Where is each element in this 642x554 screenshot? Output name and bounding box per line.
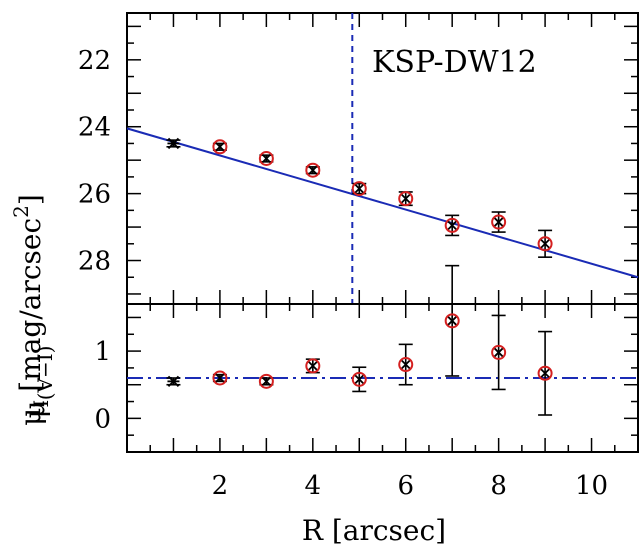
bottom-ylabel-symbol: μ <box>18 400 51 418</box>
data-point <box>351 181 367 197</box>
x-tick-label: 2 <box>212 471 229 501</box>
data-point <box>491 211 507 233</box>
y-tick-label: 0 <box>94 404 111 434</box>
x-tick-label: 10 <box>575 471 608 501</box>
x-axis-label: R [arcsec] <box>302 514 446 547</box>
galaxy-name-annotation: KSP-DW12 <box>372 45 537 80</box>
y-tick-label: 1 <box>94 337 111 367</box>
x-marker <box>446 219 458 232</box>
x-marker <box>353 373 365 385</box>
bottom-y-axis-label: μ(V−I) <box>18 346 57 419</box>
circle-marker <box>444 313 460 329</box>
circle-marker <box>258 373 274 389</box>
x-marker <box>539 238 551 250</box>
circle-marker <box>398 191 414 207</box>
x-marker <box>446 315 458 327</box>
x-tick-label: 6 <box>397 471 414 501</box>
circle-marker <box>212 139 228 155</box>
data-point <box>305 162 321 178</box>
data-point <box>351 366 367 393</box>
circle-marker <box>351 371 367 387</box>
y-tick-label: 28 <box>78 247 111 277</box>
circle-marker <box>258 151 274 166</box>
data-point <box>491 314 507 391</box>
circle-marker <box>491 214 507 230</box>
x-tick-label: 8 <box>490 471 507 501</box>
circle-marker <box>305 162 321 178</box>
circle-marker <box>444 217 460 233</box>
data-point <box>258 151 274 166</box>
x-marker <box>214 372 226 384</box>
circle-marker <box>351 181 367 197</box>
top-ylabel-units-end: ] <box>14 194 47 205</box>
data-point <box>398 343 414 386</box>
top-ylabel-units-sup: 2 <box>9 205 33 218</box>
data-point <box>537 229 553 258</box>
circle-marker <box>537 236 553 252</box>
top-panel: 22 24 26 28 <box>78 12 639 305</box>
svg-text:μ(V−I): μ(V−I) <box>18 346 57 419</box>
x-marker <box>400 358 412 371</box>
circle-marker <box>537 365 553 381</box>
bottom-panel: 0 1 2 4 6 8 10 <box>94 264 639 501</box>
x-marker <box>307 164 319 176</box>
x-marker <box>307 360 319 372</box>
y-tick-label: 22 <box>78 46 111 76</box>
circle-marker <box>305 358 321 374</box>
data-point <box>212 139 228 155</box>
data-point <box>398 191 414 207</box>
x-tick-label: 4 <box>305 471 322 501</box>
fit-line <box>126 127 639 279</box>
data-point <box>166 375 181 388</box>
data-point <box>258 373 274 389</box>
data-point <box>305 358 321 374</box>
circle-marker <box>491 344 507 360</box>
x-marker <box>353 182 365 195</box>
svg-text:μI[mag/arcsec2]: μI [mag/arcsec2] <box>9 194 53 426</box>
x-marker <box>260 152 273 165</box>
data-point <box>444 214 460 237</box>
circle-marker <box>212 370 228 386</box>
x-marker <box>214 141 226 153</box>
data-point <box>212 370 228 386</box>
top-y-axis-label: μI [mag/arcsec2] <box>9 194 53 426</box>
y-tick-label: 26 <box>78 180 111 210</box>
x-marker <box>492 216 505 228</box>
top-ylabel-units: [mag/arcsec <box>14 218 47 392</box>
data-point <box>444 264 460 377</box>
bottom-ylabel-subscript: (V−I) <box>33 346 57 401</box>
x-marker <box>539 367 551 379</box>
circle-marker <box>398 357 414 373</box>
data-point <box>166 137 181 150</box>
y-tick-label: 24 <box>78 113 111 143</box>
x-marker <box>260 375 273 388</box>
top-ylabel-subscript: I <box>29 400 53 408</box>
data-point <box>537 330 553 416</box>
top-ylabel-symbol: μ <box>14 408 47 426</box>
x-marker <box>400 193 412 205</box>
x-marker <box>492 346 505 359</box>
